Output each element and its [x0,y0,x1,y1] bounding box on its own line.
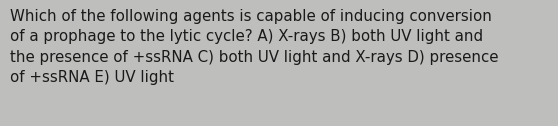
Text: Which of the following agents is capable of inducing conversion
of a prophage to: Which of the following agents is capable… [10,9,498,85]
